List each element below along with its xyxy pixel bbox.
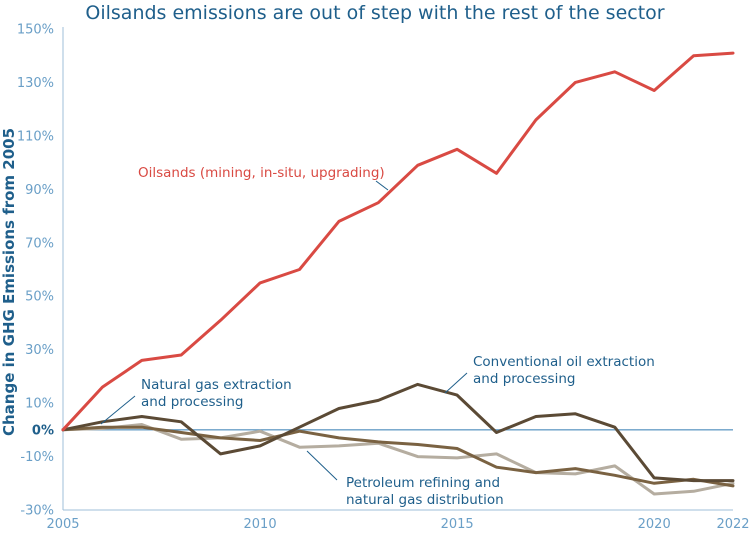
x-tick-label: 2020: [638, 517, 671, 532]
series-line-0: [61, 51, 735, 432]
annotation-leader: [444, 372, 468, 394]
annotation-leader: [100, 395, 136, 425]
series-line-3: [61, 423, 735, 496]
y-tick-label: 130%: [17, 76, 54, 91]
series-line-1: [61, 382, 735, 483]
annotation-label: Conventional oil extraction and processin…: [473, 354, 655, 387]
y-tick-label: -10%: [20, 450, 54, 465]
annotation-label: Natural gas extraction and processing: [141, 377, 292, 410]
y-tick-label: 10%: [25, 397, 54, 412]
x-tick-label: 2010: [244, 517, 277, 532]
y-axis-label: Change in GHG Emissions from 2005: [0, 128, 18, 436]
y-tick-label: 110%: [17, 129, 54, 144]
x-tick-label: 2022: [716, 517, 749, 532]
y-tick-label: 150%: [17, 23, 54, 38]
y-tick-label: 0%: [32, 423, 54, 438]
x-tick-label: 2005: [46, 517, 79, 532]
y-tick-label: 90%: [25, 183, 54, 198]
y-tick-label: 70%: [25, 236, 54, 251]
annotations: Oilsands (mining, in-situ, upgrading) Nat…: [100, 165, 655, 508]
series-lines: [61, 51, 735, 496]
annotation-leader: [375, 180, 389, 191]
y-tick-label: 30%: [25, 343, 54, 358]
annotation-label: Oilsands (mining, in-situ, upgrading): [138, 165, 385, 181]
x-tick-label: 2015: [441, 517, 474, 532]
series-line-2: [61, 425, 735, 488]
axes: -30% -10% 0% 10% 30% 50% 70% 90% 110% 130% 150% 200…: [17, 23, 750, 533]
annotation-leader: [306, 450, 338, 481]
annotation-label: Petroleum refining and natural gas distri…: [346, 475, 504, 508]
y-tick-label: 50%: [25, 290, 54, 305]
y-tick-label: -30%: [20, 504, 54, 519]
chart-title: Oilsands emissions are out of step with …: [85, 2, 665, 24]
